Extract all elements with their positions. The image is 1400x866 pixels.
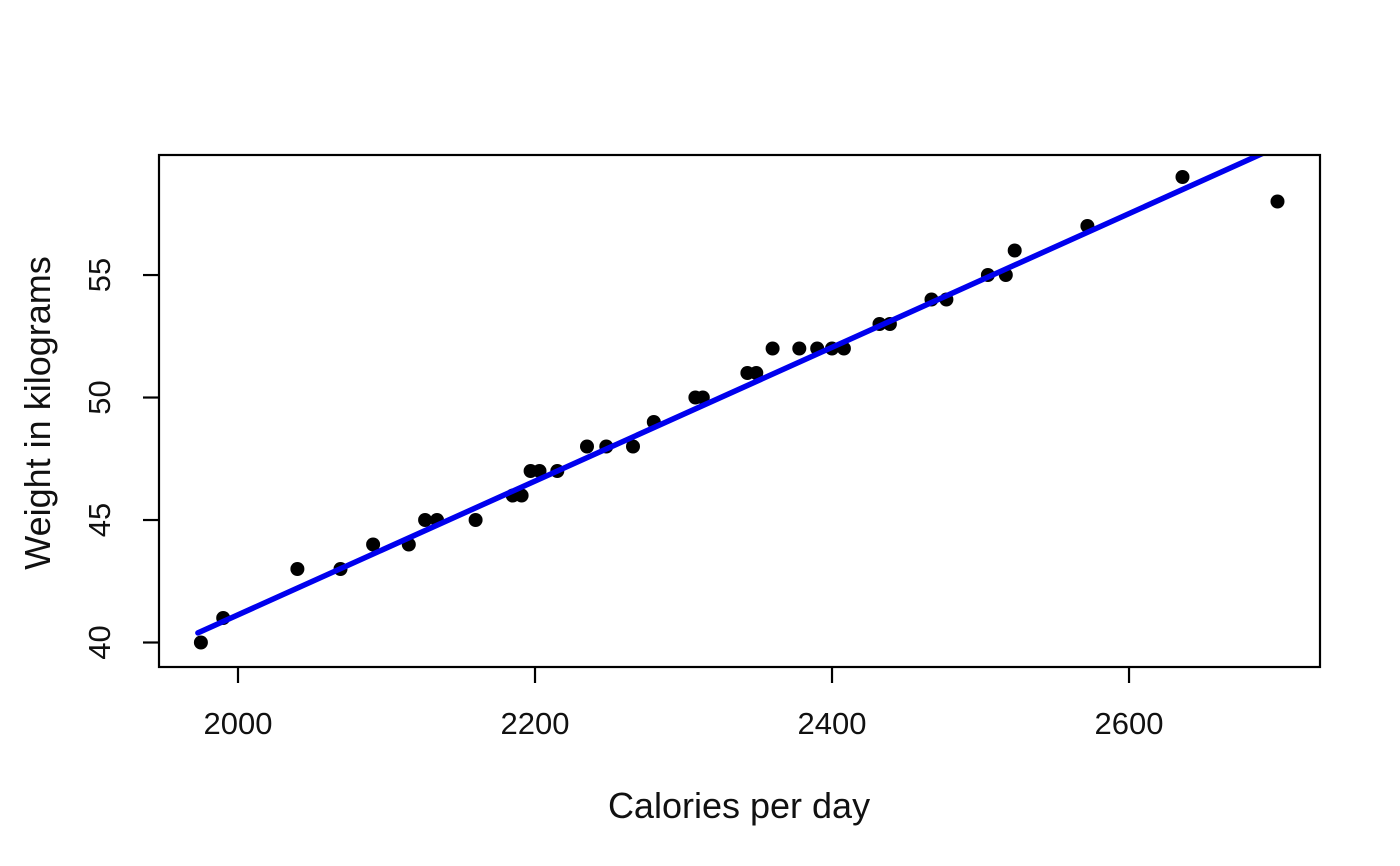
data-point bbox=[792, 341, 807, 356]
x-axis-ticks: 2000 2200 2400 2600 bbox=[204, 667, 1164, 741]
x-tick-label: 2200 bbox=[501, 706, 570, 741]
x-tick-label: 2600 bbox=[1095, 706, 1164, 741]
y-tick-label: 50 bbox=[82, 380, 117, 414]
plot-area-border bbox=[157, 153, 1322, 669]
data-point bbox=[580, 439, 594, 454]
data-point bbox=[418, 513, 433, 527]
data-point bbox=[749, 366, 764, 380]
y-axis-ticks: 40 45 50 55 bbox=[82, 258, 159, 660]
y-tick-label: 45 bbox=[82, 503, 117, 537]
x-axis-title: Calories per day bbox=[608, 785, 870, 826]
data-point bbox=[366, 537, 381, 552]
data-point bbox=[1270, 194, 1285, 209]
y-axis-title: Weight in kilograms bbox=[17, 256, 58, 569]
regression-line-group bbox=[195, 155, 1265, 636]
data-point bbox=[290, 562, 305, 576]
data-point bbox=[1007, 243, 1022, 258]
data-point bbox=[765, 341, 780, 356]
data-point bbox=[468, 513, 483, 527]
x-tick-label: 2000 bbox=[204, 706, 273, 741]
data-point bbox=[193, 635, 208, 650]
data-points-group bbox=[193, 170, 1285, 650]
y-tick-label: 40 bbox=[82, 625, 117, 659]
regression-line bbox=[195, 155, 1265, 636]
y-tick-label: 55 bbox=[82, 258, 117, 292]
data-point bbox=[514, 488, 529, 503]
data-point bbox=[1175, 170, 1190, 184]
x-tick-label: 2400 bbox=[798, 706, 867, 741]
data-point bbox=[626, 439, 640, 454]
